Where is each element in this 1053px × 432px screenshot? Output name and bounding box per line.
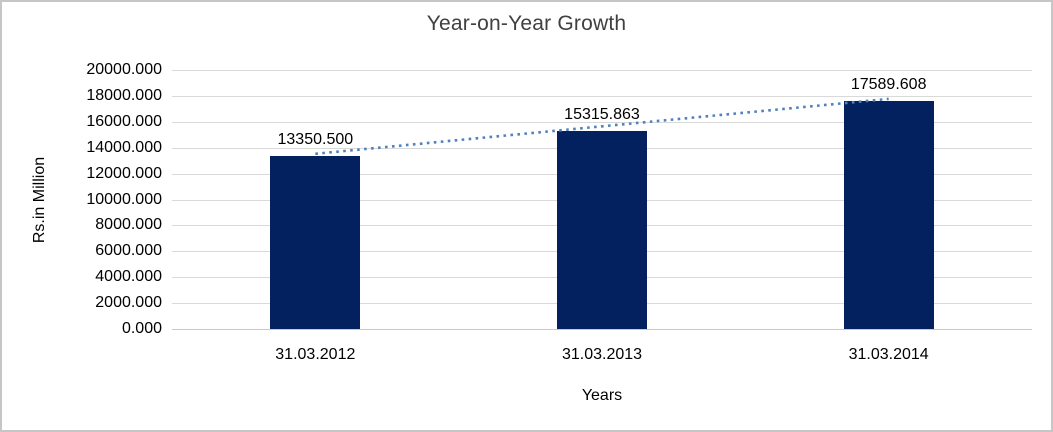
gridline	[172, 70, 1032, 71]
y-tick-label: 4000.000	[95, 268, 162, 286]
y-tick-label: 10000.000	[86, 190, 162, 208]
y-tick-label: 12000.000	[86, 164, 162, 182]
chart-title: Year-on-Year Growth	[426, 12, 627, 35]
x-tick-label: 31.03.2013	[561, 346, 643, 363]
data-label: 13350.500	[277, 131, 354, 149]
x-tick-label: 31.03.2014	[848, 346, 929, 363]
y-tick-label: 14000.000	[86, 138, 162, 156]
y-tick-label: 0.000	[121, 320, 162, 337]
gridline	[172, 95, 1032, 97]
trendline-path	[315, 97, 889, 156]
x-axis-line	[172, 329, 1032, 330]
bar-31.03.2014	[843, 101, 934, 329]
y-tick-label: 8000.000	[95, 216, 162, 234]
gridline	[172, 121, 1032, 123]
y-tick-label: 6000.000	[95, 242, 162, 260]
y-tick-label: 18000.000	[86, 86, 162, 104]
x-tick-label: 31.03.2012	[275, 346, 356, 363]
bar-31.03.2012	[270, 156, 361, 329]
data-label: 17589.608	[850, 76, 927, 94]
y-tick-label: 2000.000	[95, 294, 162, 312]
plot-area: 13350.500 15315.863 17589.608	[172, 70, 1032, 330]
x-axis-title: Years	[581, 387, 623, 404]
y-tick-label: 16000.000	[86, 112, 162, 130]
bar-31.03.2013	[557, 130, 647, 329]
data-label: 15315.863	[564, 105, 640, 123]
y-tick-label: 20000.000	[86, 61, 162, 78]
trendline	[315, 97, 889, 156]
